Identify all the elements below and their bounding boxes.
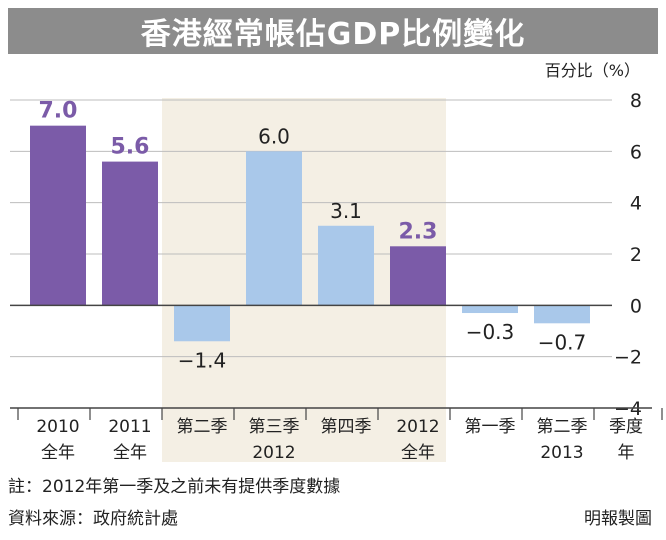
x-label-bottom: 年 <box>618 443 635 463</box>
x-label-bottom: 2013 <box>540 443 583 463</box>
credit: 明報製圖 <box>584 509 652 529</box>
value-label: 6.0 <box>258 124 290 148</box>
bar-7 <box>462 305 518 314</box>
x-label-top: 第四季 <box>321 417 372 437</box>
bar-5 <box>318 225 374 306</box>
bar-1 <box>30 125 86 306</box>
x-label-bottom: 全年 <box>41 443 75 463</box>
value-label: 3.1 <box>330 199 362 223</box>
x-label-top: 第三季 <box>249 417 300 437</box>
source-note: 資料來源：政府統計處 <box>8 509 178 529</box>
value-label: −1.4 <box>178 348 227 372</box>
y-tick-label: 6 <box>630 141 642 163</box>
x-label-bottom: 2012 <box>252 443 295 463</box>
x-label-top: 2011 <box>108 417 151 437</box>
bar-3 <box>174 305 230 342</box>
y-tick-label: 4 <box>630 193 642 215</box>
bar-6 <box>390 246 446 306</box>
x-label-top: 第二季 <box>537 417 588 437</box>
bar-8 <box>534 305 590 324</box>
bar-2 <box>102 161 158 306</box>
y-unit-label: 百分比（%） <box>545 61 640 80</box>
value-label: 5.6 <box>111 135 150 160</box>
x-label-top: 第二季 <box>177 417 228 437</box>
y-tick-label: −2 <box>614 347 642 369</box>
value-label: 7.0 <box>39 99 78 124</box>
value-label: −0.7 <box>538 330 587 354</box>
value-label: −0.3 <box>466 320 515 344</box>
x-label-top: 2012 <box>396 417 439 437</box>
x-label-top: 第一季 <box>465 417 516 437</box>
y-tick-label: 0 <box>630 295 642 317</box>
x-label-bottom: 全年 <box>113 443 147 463</box>
y-tick-label: −4 <box>614 398 642 420</box>
x-label-top: 2010 <box>36 417 79 437</box>
chart-title: 香港經常帳佔GDP比例變化 <box>8 8 658 54</box>
y-tick-label: 2 <box>630 244 642 266</box>
x-label-bottom: 全年 <box>401 443 435 463</box>
y-tick-label: 8 <box>630 90 642 112</box>
x-label-top: 季度 <box>609 417 643 437</box>
footnote: 註：2012年第一季及之前未有提供季度數據 <box>8 477 341 497</box>
bar-4 <box>246 151 302 306</box>
value-label: 2.3 <box>399 219 438 244</box>
